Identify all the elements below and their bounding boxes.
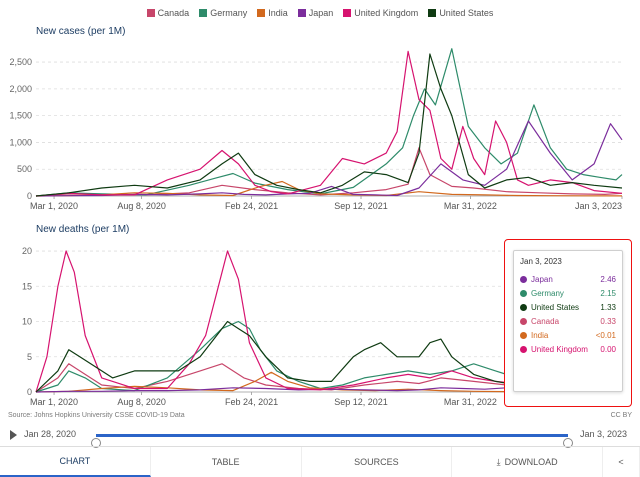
tooltip-series-name: Germany bbox=[531, 288, 564, 298]
tooltip-dot bbox=[520, 303, 527, 311]
legend-label: United States bbox=[439, 8, 494, 18]
charts-svg: 0 500 1,000 1,500 2,000 2,500 Mar 1, 2020 Aug 8… bbox=[9, 48, 625, 407]
legend-swatch bbox=[199, 9, 208, 17]
timeline-end-handle[interactable] bbox=[563, 438, 573, 448]
tooltip-dot bbox=[520, 275, 527, 283]
tooltip-row: Germany 2.15 bbox=[520, 286, 616, 300]
legend-item[interactable]: Japan bbox=[297, 8, 334, 18]
tooltip-row: India <0.01 bbox=[520, 328, 616, 342]
x-tick-label: Aug 8, 2020 bbox=[117, 397, 166, 407]
tooltip-highlight-box: Jan 3, 2023 Japan 2.46 Germany 2.15 United S… bbox=[504, 239, 632, 407]
tab-download[interactable]: ⤓ DOWNLOAD bbox=[452, 447, 603, 477]
download-label: DOWNLOAD bbox=[504, 457, 558, 467]
y-tick-label: 1,500 bbox=[9, 111, 32, 121]
tooltip-dot bbox=[520, 289, 527, 297]
timeline-track[interactable] bbox=[91, 434, 573, 448]
series-line-india bbox=[35, 371, 623, 393]
series-line-united-states bbox=[35, 53, 623, 197]
legend-label: Japan bbox=[308, 8, 334, 18]
legend-label: Canada bbox=[157, 8, 190, 18]
timeline-slider[interactable]: Jan 28, 2020 Jan 3, 2023 bbox=[0, 425, 640, 448]
x-tick-label: Feb 24, 2021 bbox=[225, 201, 278, 211]
tooltip-series-name: India bbox=[531, 330, 549, 340]
tooltip-series-value: 2.15 bbox=[600, 288, 616, 298]
tooltip-dot bbox=[520, 331, 527, 339]
y-tick-label: 10 bbox=[22, 317, 32, 327]
chart-title-deaths: New deaths (per 1M) bbox=[36, 224, 130, 235]
x-tick-label: Mar 31, 2022 bbox=[444, 201, 497, 211]
x-tick-label: Mar 1, 2020 bbox=[30, 201, 78, 211]
series-line-germany bbox=[35, 48, 623, 197]
y-tick-label: 0 bbox=[27, 191, 32, 201]
legend-swatch bbox=[257, 9, 266, 17]
chart-title-cases: New cases (per 1M) bbox=[36, 26, 126, 37]
timeline-start-label: Jan 28, 2020 bbox=[24, 429, 77, 439]
tab-table[interactable]: TABLE bbox=[151, 447, 302, 477]
legend-label: Germany bbox=[210, 8, 248, 18]
legend-label: United Kingdom bbox=[354, 8, 419, 18]
license-link[interactable]: CC BY bbox=[610, 412, 632, 419]
tooltip-date: Jan 3, 2023 bbox=[520, 257, 562, 266]
legend-item[interactable]: India bbox=[257, 8, 288, 18]
y-tick-label: 5 bbox=[27, 352, 32, 362]
x-tick-label: Feb 24, 2021 bbox=[225, 397, 278, 407]
y-tick-label: 2,000 bbox=[9, 84, 32, 94]
legend-label: India bbox=[268, 8, 288, 18]
legend-swatch bbox=[428, 9, 437, 17]
legend-swatch bbox=[297, 9, 306, 17]
source-note: Source: Johns Hopkins University CSSE CO… bbox=[8, 412, 185, 419]
tooltip: Jan 3, 2023 Japan 2.46 Germany 2.15 United S… bbox=[513, 250, 623, 392]
legend-swatch bbox=[146, 9, 155, 17]
tooltip-row: Canada 0.33 bbox=[520, 314, 616, 328]
download-icon: ⤓ bbox=[496, 456, 501, 467]
x-tick-label: Aug 8, 2020 bbox=[117, 201, 166, 211]
timeline-start-handle[interactable] bbox=[91, 438, 101, 448]
tooltip-row: United States 1.33 bbox=[520, 300, 616, 314]
tab-chart[interactable]: CHART bbox=[0, 447, 151, 477]
series-line-united-kingdom bbox=[35, 50, 623, 197]
series-line-japan bbox=[35, 120, 623, 197]
timeline-end-label: Jan 3, 2023 bbox=[580, 429, 628, 439]
chart-footer: Source: Johns Hopkins University CSSE CO… bbox=[8, 412, 632, 419]
tooltip-series-name: United Kingdom bbox=[531, 344, 588, 354]
legend-swatch bbox=[343, 9, 352, 17]
share-icon[interactable]: < bbox=[603, 447, 640, 477]
chart-legend: Canada Germany India Japan United Kingdom Uni… bbox=[0, 8, 640, 18]
x-tick-label: Jan 3, 2023 bbox=[575, 201, 622, 211]
tooltip-series-value: 0.00 bbox=[600, 344, 616, 354]
tooltip-dot bbox=[520, 317, 527, 325]
x-tick-label: Sep 12, 2021 bbox=[334, 397, 388, 407]
tooltip-dot bbox=[520, 345, 527, 353]
x-tick-label: Sep 12, 2021 bbox=[334, 201, 388, 211]
legend-item[interactable]: Canada bbox=[146, 8, 190, 18]
tooltip-series-value: 0.33 bbox=[600, 316, 616, 326]
tooltip-series-value: <0.01 bbox=[595, 330, 616, 340]
series-line-canada bbox=[35, 147, 623, 197]
y-tick-label: 2,500 bbox=[9, 57, 32, 67]
tooltip-series-name: United States bbox=[531, 302, 580, 312]
tooltip-series-name: Japan bbox=[531, 274, 553, 284]
legend-item[interactable]: United States bbox=[428, 8, 493, 18]
y-tick-label: 20 bbox=[22, 246, 32, 256]
tooltip-row: Japan 2.46 bbox=[520, 272, 616, 286]
tab-bar: CHART TABLE SOURCES ⤓ DOWNLOAD < bbox=[0, 446, 640, 477]
legend-item[interactable]: Germany bbox=[199, 8, 247, 18]
y-tick-label: 500 bbox=[17, 164, 32, 174]
x-tick-label: Mar 1, 2020 bbox=[30, 397, 78, 407]
y-tick-label: 1,000 bbox=[9, 137, 32, 147]
y-tick-label: 15 bbox=[22, 281, 32, 291]
tooltip-row: United Kingdom 0.00 bbox=[520, 342, 616, 356]
tooltip-series-value: 1.33 bbox=[600, 302, 616, 312]
y-tick-label: 0 bbox=[27, 387, 32, 397]
x-tick-label: Mar 31, 2022 bbox=[444, 397, 497, 407]
legend-item[interactable]: United Kingdom bbox=[343, 8, 418, 18]
tab-sources[interactable]: SOURCES bbox=[302, 447, 453, 477]
play-icon[interactable] bbox=[10, 430, 17, 440]
tooltip-series-value: 2.46 bbox=[600, 274, 616, 284]
tooltip-series-name: Canada bbox=[531, 316, 560, 326]
